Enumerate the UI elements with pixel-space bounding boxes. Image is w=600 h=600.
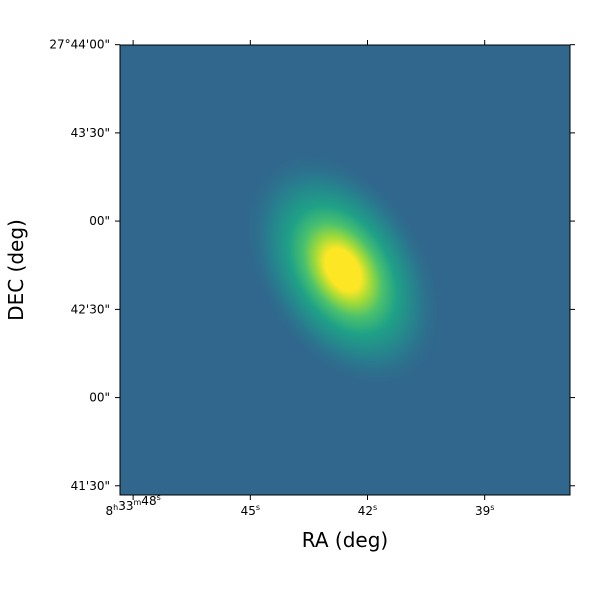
plot-frame [119, 44, 571, 496]
y-tick-label: 42'30" [71, 302, 110, 316]
y-tick-label: 41'30" [71, 479, 110, 493]
y-tick-label: 43'30" [71, 126, 110, 140]
x-tick-label: 42s [358, 503, 377, 518]
y-tick-label: 00" [89, 214, 110, 228]
y-tick-label: 00" [89, 391, 110, 405]
y-tick-label: 27°44'00" [49, 38, 110, 52]
x-tick-label: 8h33m48s [106, 493, 161, 518]
x-tick-label: 39s [475, 503, 494, 518]
x-axis-label: RA (deg) [302, 528, 388, 552]
source-blob [239, 146, 447, 394]
y-axis-label: DEC (deg) [4, 219, 28, 321]
x-tick-label: 45s [241, 503, 260, 518]
